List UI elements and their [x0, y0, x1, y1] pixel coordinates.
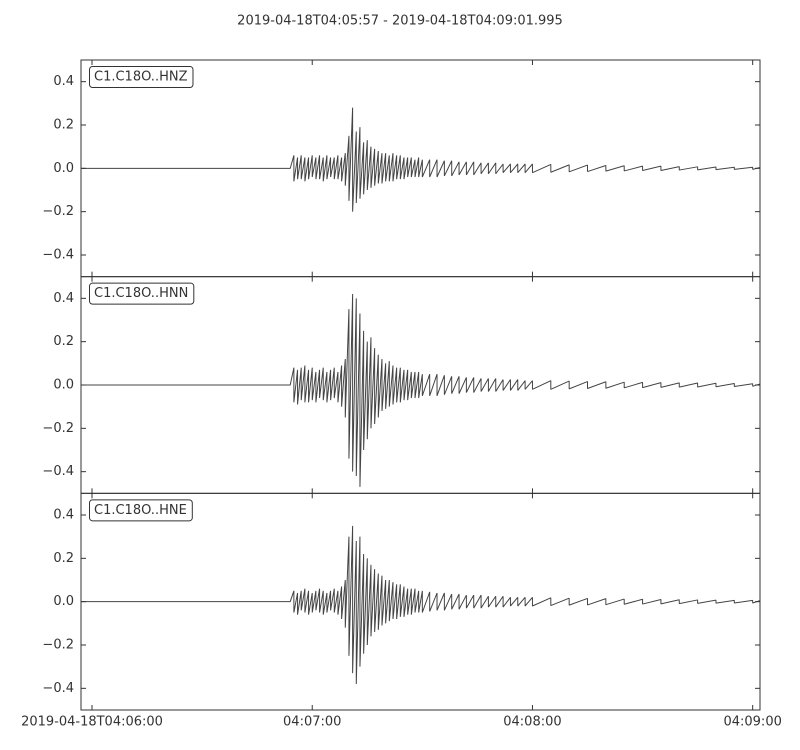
trace-label-box [89, 66, 194, 88]
y-tick-label: 0.0 [53, 378, 74, 393]
trace-label: C1.C18O..HNN [94, 286, 188, 301]
trace-label-box [89, 499, 193, 522]
y-tick-label: 0.2 [53, 118, 74, 133]
y-tick-label: 0.4 [53, 291, 74, 306]
y-tick-label: −0.4 [42, 681, 74, 696]
x-tick-label: 04:09:00 [723, 715, 781, 730]
y-tick-label: −0.2 [42, 421, 74, 436]
y-tick-label: −0.2 [42, 204, 74, 219]
y-tick-label: 0.0 [53, 594, 74, 609]
x-tick-label: 2019-04-18T04:06:00 [21, 715, 163, 730]
y-tick-label: 0.4 [53, 508, 74, 523]
waveform [81, 107, 761, 212]
waveform [81, 293, 761, 487]
y-tick-label: −0.2 [42, 638, 74, 653]
y-tick-label: −0.4 [42, 248, 74, 263]
y-tick-label: 0.2 [53, 551, 74, 566]
trace-label-box [89, 282, 195, 305]
chart-title: 2019-04-18T04:05:57 - 2019-04-18T04:09:0… [237, 14, 563, 29]
waveform [81, 525, 761, 685]
x-tick-label: 04:07:00 [283, 715, 341, 730]
trace-label: C1.C18O..HNE [94, 503, 187, 518]
trace-label: C1.C18O..HNZ [94, 70, 188, 85]
y-tick-label: 0.4 [53, 74, 74, 89]
panel-frame [80, 492, 761, 711]
y-tick-label: 0.0 [53, 161, 74, 176]
x-tick-label: 04:08:00 [503, 715, 561, 730]
y-tick-label: 0.2 [53, 334, 74, 349]
y-tick-label: −0.4 [42, 464, 74, 479]
